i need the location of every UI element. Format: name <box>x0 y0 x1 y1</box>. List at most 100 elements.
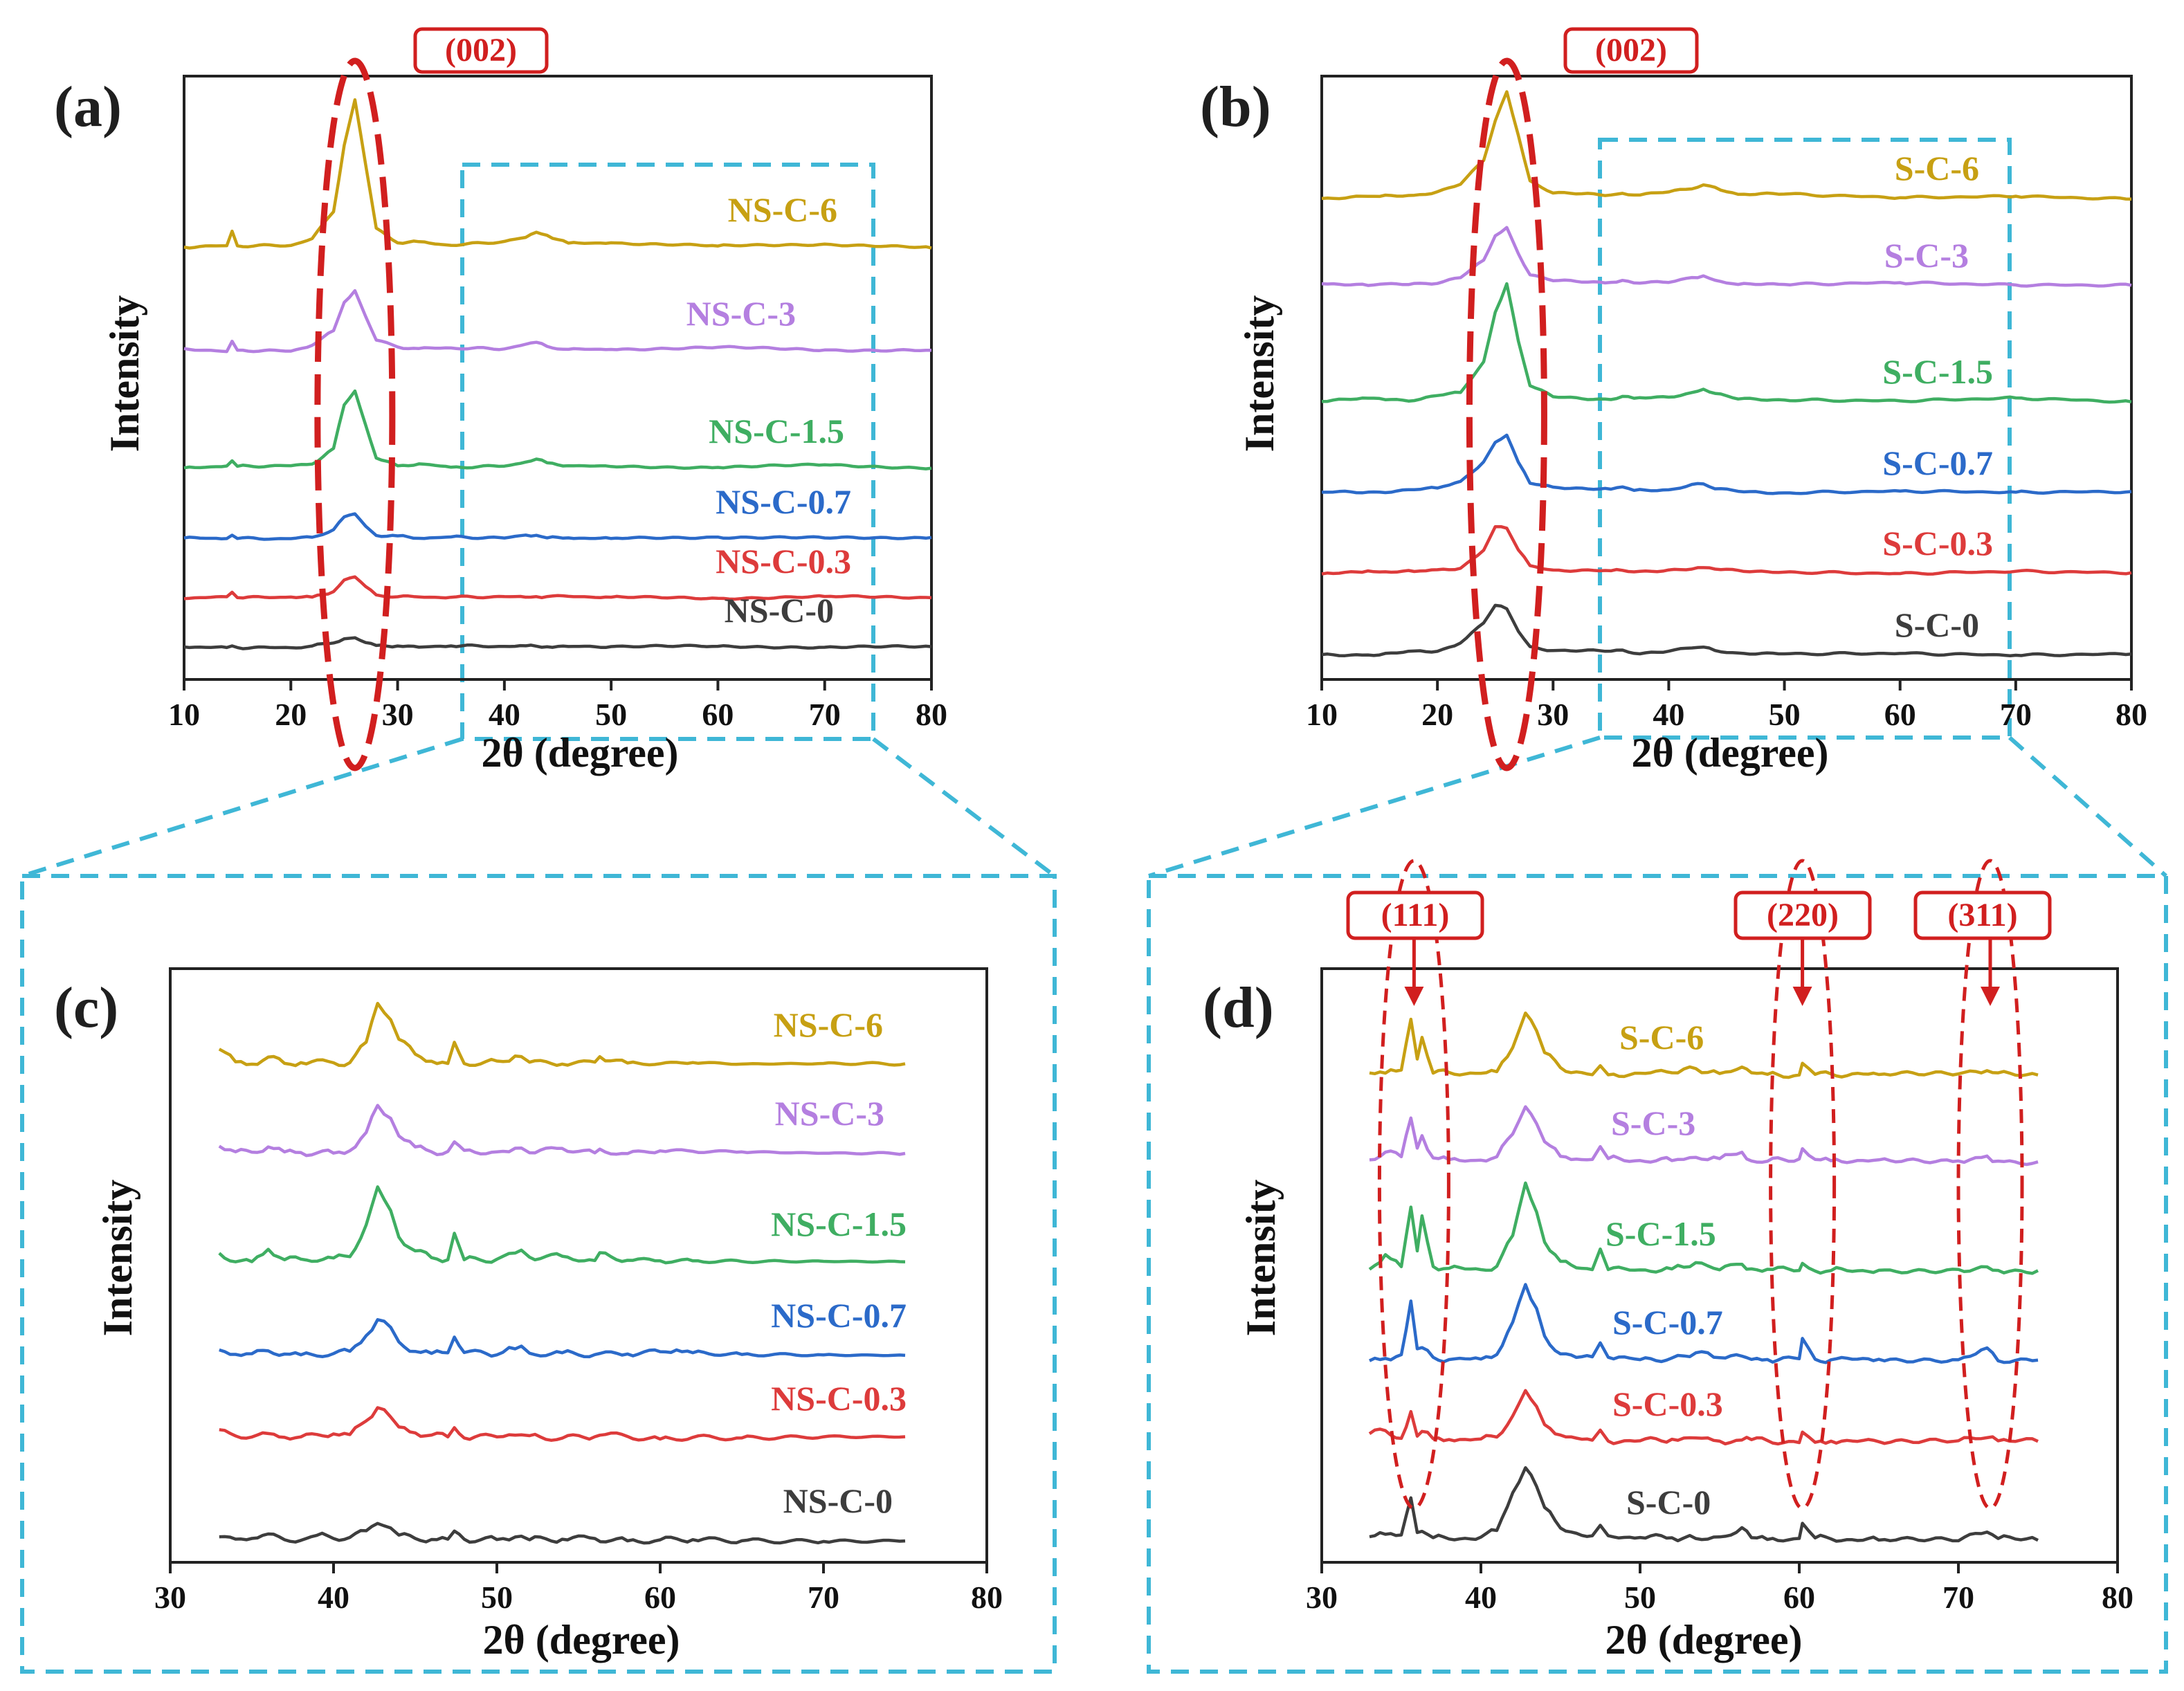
series-label: S-C-6 <box>1895 149 1979 188</box>
x-tick-label: 40 <box>489 697 520 732</box>
reflection-highlight-ellipse <box>1769 859 1837 1510</box>
panel-label-d: (d) <box>1203 976 1274 1040</box>
x-tick-label: 50 <box>595 697 627 732</box>
series-line-S-C-6 <box>1369 1011 2039 1079</box>
ylabel-d: Intensity <box>1238 1180 1284 1337</box>
zoom-region-b <box>1598 138 2012 740</box>
x-tick-label: 50 <box>1769 697 1801 732</box>
reflection-arrow-head <box>1404 987 1424 1006</box>
x-tick-label: 20 <box>1421 697 1453 732</box>
plot-area-b: 10 20 30 40 50 60 70 80 S-C-6 S-C-3 S-C-1.5 S-C-0.7… <box>1306 27 2147 771</box>
series-line-S-C-0.7 <box>1322 433 2132 495</box>
xlabel-b: 2θ (degree) <box>1631 730 1828 776</box>
series-line-S-C-1.5 <box>1368 1181 2039 1275</box>
series-label: S-C-3 <box>1884 236 1969 275</box>
series-line-NS-C-3 <box>218 1104 906 1158</box>
series-label: NS-C-6 <box>728 190 837 229</box>
x-tick-label: 30 <box>382 697 414 732</box>
plot-area-a: 10 20 30 40 50 60 70 80 NS-C-6 NS-C-3 NS-C-1.5 NS-C… <box>168 27 947 771</box>
series-label: S-C-0.7 <box>1882 444 1993 482</box>
reflection-label: (311) <box>1947 897 2017 933</box>
zoom-box-d <box>1147 874 2168 1674</box>
series-line-S-C-0.3 <box>1368 1389 2039 1446</box>
x-tick-label: 30 <box>1537 697 1569 732</box>
x-tick-label: 80 <box>2102 1580 2133 1615</box>
panel-c: (c) 30 40 50 60 70 80 NS-C-6 NS-C-3 NS-C-1.5 NS-C… <box>54 967 1003 1663</box>
connector-a-right <box>872 737 1056 878</box>
x-tick-label: 10 <box>168 697 200 732</box>
series-line-S-C-3 <box>1369 1105 2039 1167</box>
series-line-S-C-0.3 <box>1321 524 2132 576</box>
connector-b-left <box>1148 735 1601 878</box>
plot-frame <box>1320 967 2119 1564</box>
series-label: S-C-1.5 <box>1605 1214 1716 1253</box>
series-line-S-C-1.5 <box>1321 282 2132 404</box>
series-line-NS-C-0.3 <box>183 575 932 601</box>
x-tick-label: 70 <box>809 697 841 732</box>
x-tick-label: 30 <box>1306 1580 1338 1615</box>
series-label: NS-C-0 <box>725 591 834 630</box>
zoom-connectors <box>20 138 2168 1674</box>
ylabel-b: Intensity <box>1237 295 1282 453</box>
panel-label-b: (b) <box>1200 75 1271 139</box>
series-label: NS-C-1.5 <box>771 1205 907 1243</box>
series-label: NS-C-1.5 <box>709 412 844 450</box>
series-label: S-C-0.3 <box>1882 524 1993 563</box>
panel-b: (b) 10 20 30 40 50 60 70 80 S-C-6 S-C-3 S-C-1.5 S-C… <box>1200 27 2147 776</box>
series-line-S-C-0 <box>1369 1466 2039 1543</box>
series-line-NS-C-0.7 <box>183 512 932 541</box>
series-label: NS-C-6 <box>774 1005 883 1044</box>
x-tick-label: 40 <box>1653 697 1684 732</box>
panel-label-a: (a) <box>54 75 122 139</box>
peak-label-box <box>1563 27 1699 74</box>
series-line-NS-C-6 <box>183 98 932 250</box>
series-label: NS-C-3 <box>775 1094 884 1133</box>
series-label: S-C-0 <box>1895 605 1979 644</box>
plot-area-d: 30 40 50 60 70 80 S-C-6 S-C-3 S-C-1.5 S-C-0.7 S-C-… <box>1306 859 2133 1615</box>
series-line-S-C-3 <box>1321 226 2132 288</box>
peak-label: (002) <box>1595 32 1667 68</box>
panel-label-c: (c) <box>54 976 118 1040</box>
series-line-S-C-6 <box>1321 90 2132 201</box>
xlabel-d: 2θ (degree) <box>1605 1617 1802 1663</box>
series-line-NS-C-3 <box>183 289 932 354</box>
x-tick-label: 70 <box>2000 697 2032 732</box>
x-tick-label: 60 <box>1783 1580 1815 1615</box>
xlabel-c: 2θ (degree) <box>482 1617 680 1663</box>
x-tick-label: 80 <box>916 697 947 732</box>
x-tick-label: 40 <box>1465 1580 1497 1615</box>
series-label: S-C-0 <box>1626 1483 1711 1521</box>
x-tick-label: 80 <box>971 1580 1003 1615</box>
ylabel-c: Intensity <box>95 1180 140 1337</box>
xlabel-a: 2θ (degree) <box>481 730 678 776</box>
series-label: S-C-0.3 <box>1612 1384 1723 1423</box>
x-tick-label: 20 <box>275 697 307 732</box>
reflection-highlight-ellipse <box>1956 859 2024 1510</box>
series-label: S-C-3 <box>1611 1104 1695 1142</box>
series-line-NS-C-1.5 <box>218 1185 906 1265</box>
plot-frame <box>183 75 933 681</box>
series-line-S-C-0.7 <box>1369 1283 2039 1364</box>
series-label: NS-C-0.3 <box>716 542 851 581</box>
x-tick-label: 40 <box>318 1580 349 1615</box>
series-label: NS-C-0.3 <box>771 1379 907 1418</box>
connector-a-left <box>21 737 463 878</box>
x-tick-label: 70 <box>808 1580 839 1615</box>
x-tick-label: 50 <box>481 1580 513 1615</box>
x-tick-label: 10 <box>1306 697 1338 732</box>
series-line-NS-C-0 <box>219 1521 906 1545</box>
x-tick-label: 60 <box>702 697 734 732</box>
peak-highlight-ellipse <box>1466 57 1547 771</box>
x-tick-label: 60 <box>1884 697 1916 732</box>
plot-area-c: 30 40 50 60 70 80 NS-C-6 NS-C-3 NS-C-1.5 NS-C-0.7… <box>154 967 1003 1615</box>
plot-frame <box>169 967 988 1564</box>
reflection-highlight-ellipse <box>1377 859 1450 1510</box>
series-line-S-C-0 <box>1321 603 2132 658</box>
series-label: S-C-6 <box>1619 1018 1704 1057</box>
plot-frame <box>1320 75 2133 681</box>
series-label: NS-C-3 <box>686 294 796 333</box>
peak-highlight-ellipse <box>314 57 396 771</box>
series-label: S-C-1.5 <box>1882 352 1993 391</box>
ylabel-a: Intensity <box>102 295 147 453</box>
series-label: NS-C-0.7 <box>716 482 851 521</box>
